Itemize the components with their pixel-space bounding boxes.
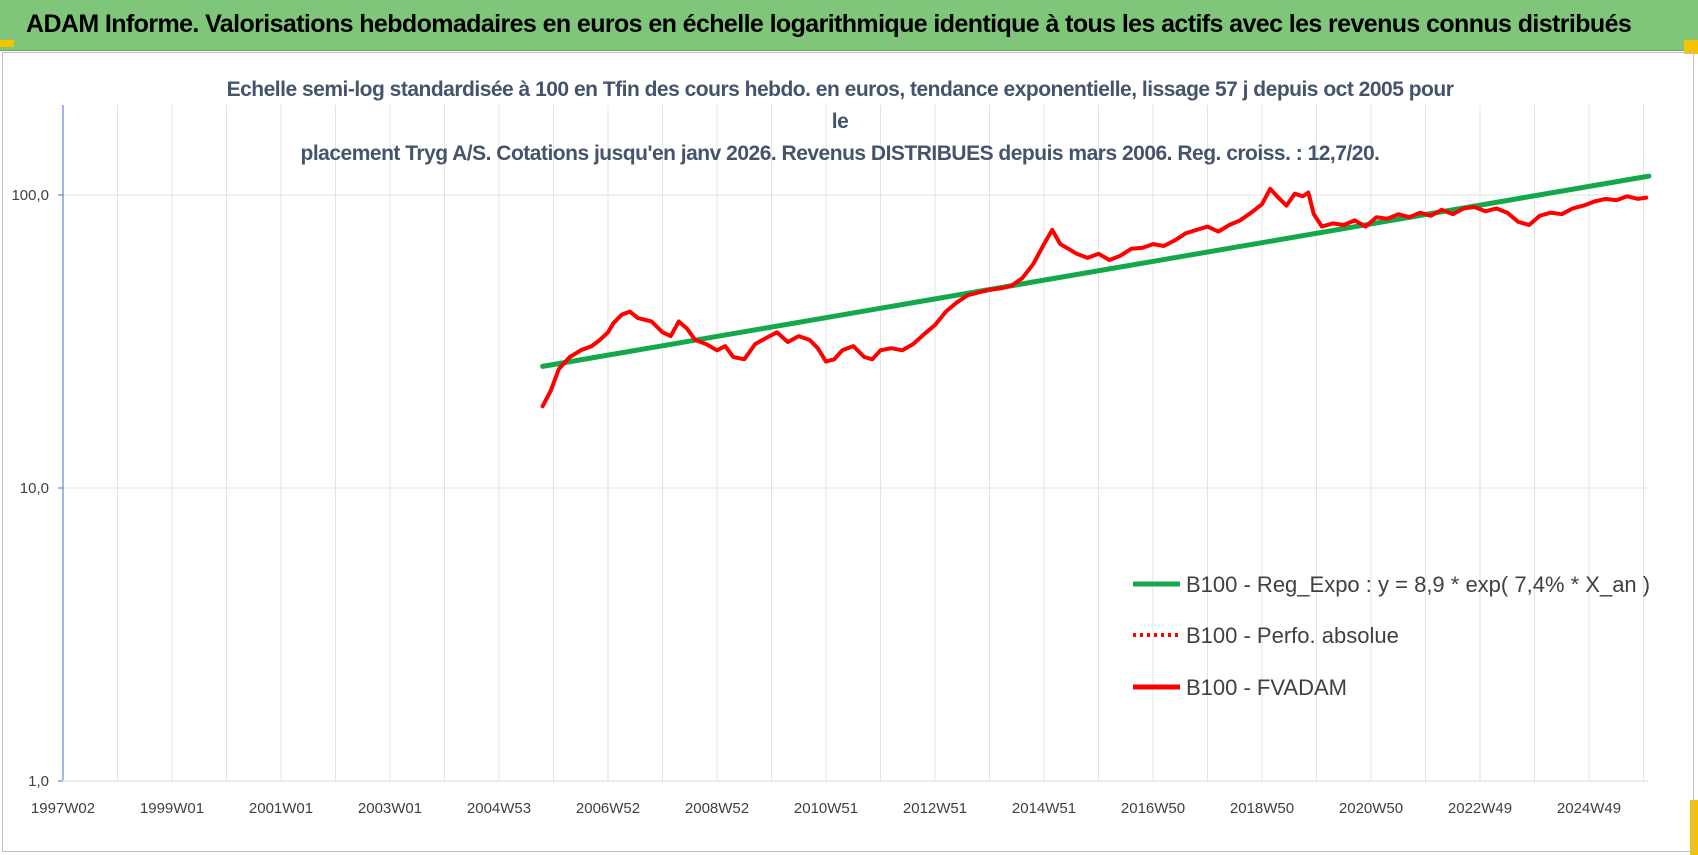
legend-label-regression: B100 - Reg_Expo : y = 8,9 * exp( 7,4% * … bbox=[1186, 572, 1650, 597]
x-tick-label: 2022W49 bbox=[1448, 800, 1512, 817]
x-tick-label: 2012W51 bbox=[903, 800, 967, 817]
x-tick-label: 2003W01 bbox=[358, 800, 422, 817]
chart-title-line-1: Echelle semi-log standardisée à 100 en T… bbox=[226, 78, 1454, 133]
series-line-regression bbox=[540, 173, 1652, 369]
x-tick-label: 1999W01 bbox=[140, 800, 204, 817]
chart-title: Echelle semi-log standardisée à 100 en T… bbox=[220, 74, 1460, 170]
x-tick-label: 2004W53 bbox=[467, 800, 531, 817]
x-tick-label: 1997W02 bbox=[31, 800, 95, 817]
legend-label-fvadam: B100 - FVADAM bbox=[1186, 675, 1347, 700]
corner-accent-bottom-right bbox=[1690, 800, 1698, 855]
x-tick-labels: 1997W02 1999W01 2001W01 2003W01 2004W53 2006W… bbox=[31, 800, 1621, 817]
x-tick-label: 2020W50 bbox=[1339, 800, 1403, 817]
x-tick-label: 2014W51 bbox=[1012, 800, 1076, 817]
x-tick-label: 2018W50 bbox=[1230, 800, 1294, 817]
corner-accent-top-left bbox=[0, 40, 14, 47]
grid-layer bbox=[63, 105, 1648, 782]
corner-accent-top-right bbox=[1684, 40, 1698, 54]
legend-item-regression: B100 - Reg_Expo : y = 8,9 * exp( 7,4% * … bbox=[1133, 572, 1650, 597]
series-layer bbox=[540, 173, 1652, 409]
chart-title-line-2: placement Tryg A/S. Cotations jusqu'en j… bbox=[300, 142, 1380, 165]
x-tick-label: 2006W52 bbox=[576, 800, 640, 817]
y-tick-labels: 1,0 10,0 100,0 bbox=[11, 187, 63, 790]
legend: B100 - Reg_Expo : y = 8,9 * exp( 7,4% * … bbox=[1133, 572, 1650, 700]
banner-title: ADAM Informe. Valorisations hebdomadaire… bbox=[26, 10, 1632, 38]
y-tick-label: 100,0 bbox=[11, 187, 49, 204]
series-line-fvadam bbox=[540, 186, 1649, 409]
header-banner: ADAM Informe. Valorisations hebdomadaire… bbox=[0, 0, 1698, 51]
x-tick-label: 2024W49 bbox=[1557, 800, 1621, 817]
chart-frame bbox=[2, 52, 1694, 852]
x-tick-label: 2008W52 bbox=[685, 800, 749, 817]
legend-item-fvadam: B100 - FVADAM bbox=[1133, 675, 1347, 700]
y-tick-label: 10,0 bbox=[20, 480, 49, 497]
x-tick-label: 2016W50 bbox=[1121, 800, 1185, 817]
y-tick-label: 1,0 bbox=[28, 773, 49, 790]
legend-label-perfo-absolue: B100 - Perfo. absolue bbox=[1186, 623, 1399, 648]
x-tick-label: 2010W51 bbox=[794, 800, 858, 817]
x-tick-label: 2001W01 bbox=[249, 800, 313, 817]
legend-item-perfo-absolue: B100 - Perfo. absolue bbox=[1133, 623, 1399, 648]
